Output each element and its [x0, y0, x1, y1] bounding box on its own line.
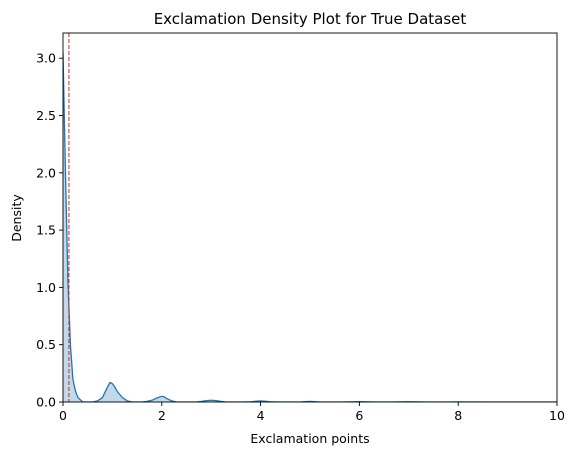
x-tick-label: 2 [158, 408, 166, 423]
y-tick-label: 3.0 [36, 51, 56, 66]
x-tick-label: 0 [59, 408, 67, 423]
plot-frame [62, 32, 558, 403]
x-axis-label: Exclamation points [250, 431, 369, 446]
y-tick-label: 2.5 [36, 108, 56, 123]
plot-area [62, 32, 558, 403]
x-axis: 0 2 4 6 8 10 [59, 402, 565, 423]
y-axis-label: Density [9, 194, 24, 242]
chart-title: Exclamation Density Plot for True Datase… [154, 10, 467, 28]
y-tick-label: 1.0 [36, 280, 56, 295]
density-fill-0 [63, 52, 557, 402]
x-tick-label: 6 [355, 408, 363, 423]
x-tick-label: 4 [257, 408, 265, 423]
y-tick-label: 0.5 [36, 337, 56, 352]
x-tick-label: 8 [454, 408, 462, 423]
y-tick-label: 0.0 [36, 395, 56, 410]
y-axis: 0.0 0.5 1.0 1.5 2.0 2.5 3.0 [36, 51, 63, 410]
y-tick-label: 1.5 [36, 223, 56, 238]
y-tick-label: 2.0 [36, 165, 56, 180]
density-line-0 [63, 52, 557, 402]
x-tick-label: 10 [549, 408, 565, 423]
